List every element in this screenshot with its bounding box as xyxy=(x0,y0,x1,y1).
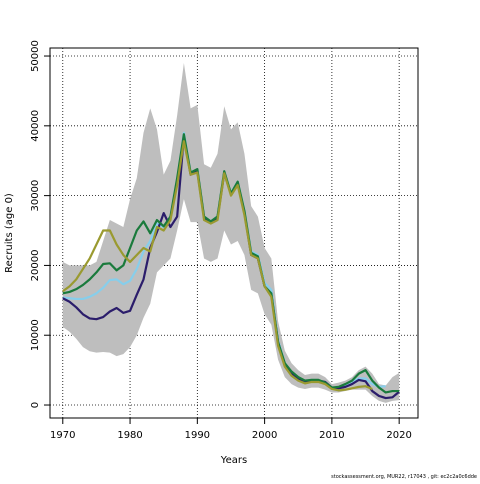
y-tick-label: 20000 xyxy=(30,250,41,282)
y-tick-label: 50000 xyxy=(30,40,41,72)
confidence-band xyxy=(62,63,400,403)
x-tick-label: 1980 xyxy=(117,430,142,441)
x-tick-label: 2020 xyxy=(386,430,411,441)
x-tick-label: 2000 xyxy=(252,430,277,441)
y-tick-label: 40000 xyxy=(30,110,41,142)
y-tick-label: 10000 xyxy=(30,319,41,351)
x-tick-label: 2010 xyxy=(319,430,344,441)
y-tick-label: 0 xyxy=(30,402,41,408)
x-tick-label: 1990 xyxy=(185,430,210,441)
y-axis-label: Recruits (age 0) xyxy=(4,193,15,273)
plot-frame xyxy=(49,47,419,419)
y-tick-label: 30000 xyxy=(30,180,41,212)
series-line xyxy=(62,140,373,392)
x-tick-label: 1970 xyxy=(50,430,75,441)
footnote: stockassessment.org, MUR22, r17043 , git… xyxy=(331,474,477,480)
x-axis-label: Years xyxy=(220,455,247,466)
